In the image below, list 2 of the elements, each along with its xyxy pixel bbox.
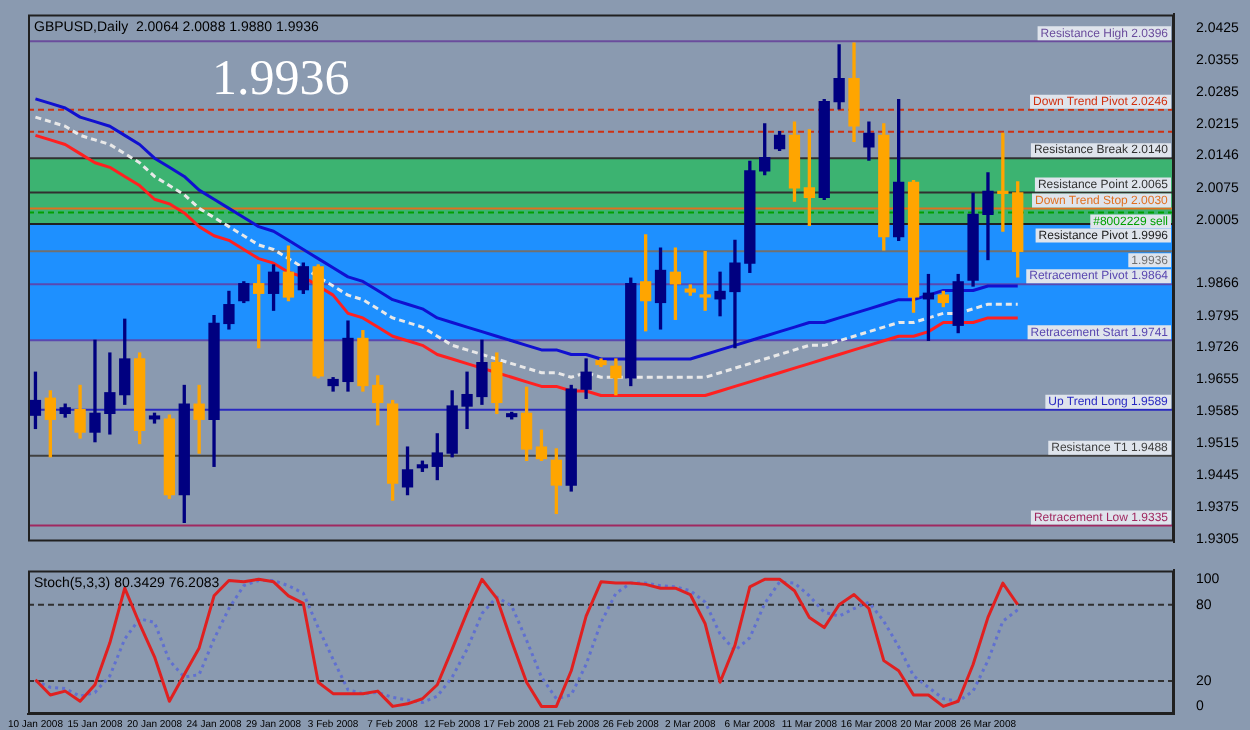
candlestick xyxy=(193,384,205,454)
annotation: 1.9936 xyxy=(212,51,350,106)
